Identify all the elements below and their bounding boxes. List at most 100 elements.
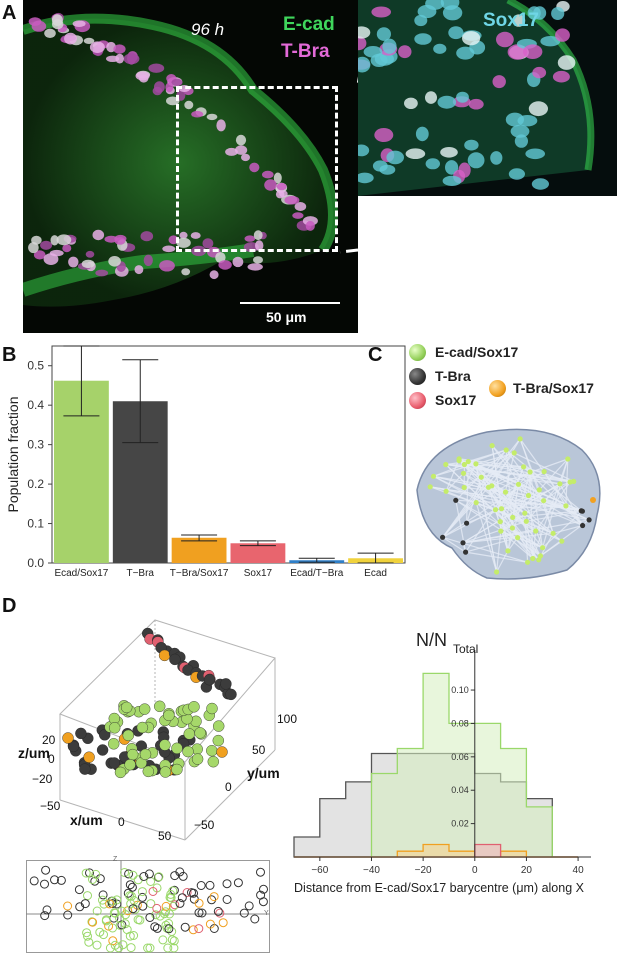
inset-nuclei-layer xyxy=(358,0,576,190)
projection-point xyxy=(104,921,114,931)
nucleus-mark xyxy=(527,6,541,20)
nucleus-mark xyxy=(148,63,165,73)
nucleus-mark xyxy=(255,240,264,252)
projection-point xyxy=(90,876,100,886)
network-node xyxy=(530,555,536,562)
nucleus-mark xyxy=(540,36,561,47)
network-edge xyxy=(501,505,566,510)
cell-sphere xyxy=(62,732,74,744)
network-node xyxy=(460,470,467,476)
panel-label-c: C xyxy=(368,344,383,366)
nucleus-mark xyxy=(216,119,226,132)
cell-sphere xyxy=(171,742,183,755)
nucleus-mark xyxy=(89,41,105,53)
nucleus-mark xyxy=(458,162,471,178)
nucleus-mark xyxy=(496,31,514,48)
nucleus-mark xyxy=(247,263,263,271)
network-node xyxy=(536,487,542,493)
network-node xyxy=(586,517,592,523)
time-label: 96 h xyxy=(191,20,225,39)
nucleus-mark xyxy=(264,179,277,191)
network-edge xyxy=(463,464,489,488)
nucleus-mark xyxy=(490,151,503,165)
cell-sphere xyxy=(212,734,225,747)
network-node xyxy=(590,497,596,503)
scatter-3d: z/um 20 0 −20 100 50 0 −50 y/um −50 0 50… xyxy=(18,619,297,843)
nucleus-mark xyxy=(40,240,53,250)
network-node xyxy=(525,559,531,565)
legend-sphere-icon xyxy=(409,344,426,361)
projection-point xyxy=(152,903,162,913)
axis-z-label: z/um xyxy=(18,745,50,761)
nucleus-mark xyxy=(253,230,263,241)
network-node xyxy=(430,473,437,479)
nucleus-mark xyxy=(371,6,391,18)
nucleus-mark xyxy=(235,145,248,155)
projection-point xyxy=(82,928,92,938)
projection-point xyxy=(105,899,115,909)
projection-point xyxy=(165,909,174,919)
network-node xyxy=(509,525,515,531)
projection-point xyxy=(138,901,148,911)
network-edge xyxy=(481,466,524,478)
nucleus-mark xyxy=(531,178,549,190)
y-tick-label: 0.0 xyxy=(27,556,44,570)
legend-sphere-icon xyxy=(489,380,506,397)
nucleus-mark xyxy=(52,19,64,30)
nucleus-mark xyxy=(232,256,244,268)
x-tick-label: −60 xyxy=(311,865,328,876)
nucleus-mark xyxy=(305,220,315,231)
nucleus-mark xyxy=(552,70,570,83)
inset-render xyxy=(358,0,617,196)
projection-plot: Z Y xyxy=(26,856,270,953)
cell-sphere xyxy=(108,757,121,769)
projection-point xyxy=(154,872,164,882)
y-tick-label: 0.5 xyxy=(27,359,44,373)
projection-point xyxy=(177,893,187,903)
cell-sphere xyxy=(212,720,225,732)
network-edge xyxy=(496,550,509,573)
projection-point xyxy=(180,922,190,932)
legend-label: Sox17 xyxy=(435,392,477,408)
projection-point xyxy=(155,911,165,921)
category-label: Ecad/Sox17 xyxy=(54,568,108,578)
nucleus-mark xyxy=(279,190,288,198)
network-node xyxy=(489,443,495,449)
projection-point xyxy=(194,924,204,934)
nucleus-mark xyxy=(523,44,543,59)
projection-point xyxy=(151,910,161,920)
nucleus-mark xyxy=(44,28,56,38)
network-node xyxy=(517,436,523,442)
projection-point xyxy=(188,925,198,935)
z-tick: 20 xyxy=(42,733,56,747)
projection-point xyxy=(209,892,219,902)
nucleus-mark xyxy=(276,182,287,191)
y-tick: 0 xyxy=(225,780,232,794)
nucleus-mark xyxy=(510,124,530,138)
nucleus-mark xyxy=(417,4,437,19)
network-node xyxy=(443,461,449,468)
network-node xyxy=(550,530,556,536)
projection-point xyxy=(129,931,139,940)
nucleus-mark xyxy=(442,175,462,186)
network-node xyxy=(536,557,542,563)
network-node xyxy=(525,492,532,499)
y-tick-label: 0.08 xyxy=(451,718,469,728)
projection-point xyxy=(122,925,132,935)
projection-point xyxy=(42,905,52,915)
network-node xyxy=(498,528,504,534)
network-edge xyxy=(468,460,574,482)
network-node xyxy=(537,553,544,559)
nucleus-mark xyxy=(492,75,506,89)
nucleus-mark xyxy=(528,101,548,117)
cell-sphere xyxy=(182,745,194,758)
nucleus-mark xyxy=(555,28,570,42)
projection-point xyxy=(120,868,129,877)
nucleus-mark xyxy=(85,250,95,258)
projection-point xyxy=(92,906,102,916)
x-tick: 50 xyxy=(158,829,172,843)
x-tick: 0 xyxy=(118,815,125,829)
nucleus-mark xyxy=(382,38,397,54)
legend-sphere-icon xyxy=(409,368,426,385)
projection-point xyxy=(175,898,185,908)
